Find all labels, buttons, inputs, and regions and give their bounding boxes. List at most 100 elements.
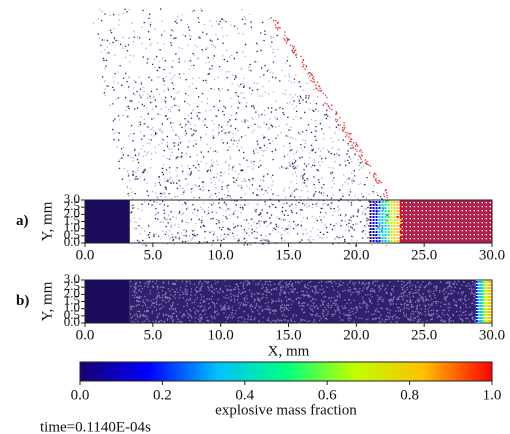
particle: [483, 287, 486, 289]
particle: [393, 210, 396, 212]
particle: [390, 225, 393, 227]
particle: [384, 240, 387, 242]
particle: [369, 240, 372, 242]
particle: [372, 240, 375, 242]
x-tick-label: 10.0: [208, 327, 234, 343]
particle: [375, 234, 378, 236]
particle: [475, 314, 478, 316]
x-tick-label: 15.0: [275, 327, 301, 343]
explosive-block: [85, 280, 130, 323]
particle: [481, 296, 484, 298]
particle: [369, 231, 372, 233]
particle: [378, 231, 381, 233]
particle: [485, 320, 488, 322]
x-tick-label: 10.0: [208, 247, 234, 263]
particle: [477, 287, 480, 289]
particle: [477, 299, 480, 301]
particle: [483, 293, 486, 295]
particle: [369, 228, 372, 230]
particle: [378, 216, 381, 218]
particle: [372, 213, 375, 215]
particle: [489, 314, 492, 316]
particle: [485, 290, 488, 292]
particle: [387, 213, 390, 215]
particle: [387, 216, 390, 218]
panel-label: a): [16, 213, 29, 229]
y-tick-label: 0.0: [64, 234, 80, 249]
particle: [481, 308, 484, 310]
particle: [487, 305, 490, 307]
particle: [372, 231, 375, 233]
particle: [396, 207, 399, 209]
x-tick-label: 5.0: [143, 247, 162, 263]
particle: [378, 213, 381, 215]
particle: [372, 222, 375, 224]
particle: [393, 240, 396, 242]
particle: [485, 281, 488, 283]
particle: [384, 228, 387, 230]
particle: [489, 317, 492, 319]
particle: [396, 231, 399, 233]
particle: [487, 281, 490, 283]
particle: [393, 234, 396, 236]
particle: [369, 201, 372, 203]
particle: [390, 240, 393, 242]
particle: [399, 219, 402, 221]
particle: [479, 305, 482, 307]
particle: [390, 201, 393, 203]
particle: [483, 284, 486, 286]
x-tick-label: 0.0: [76, 247, 95, 263]
particle: [483, 311, 486, 313]
particle: [387, 207, 390, 209]
particle: [485, 317, 488, 319]
particle: [390, 222, 393, 224]
particle: [384, 207, 387, 209]
particle: [477, 284, 480, 286]
particle: [481, 290, 484, 292]
particle: [481, 293, 484, 295]
particle: [375, 240, 378, 242]
particle: [396, 222, 399, 224]
particle: [479, 299, 482, 301]
particle: [92, 8, 389, 247]
particle: [477, 317, 480, 319]
particle: [384, 213, 387, 215]
particle: [396, 219, 399, 221]
particle: [381, 219, 384, 221]
particle: [489, 296, 492, 298]
particle: [375, 213, 378, 215]
particle: [489, 290, 492, 292]
particle: [477, 314, 480, 316]
particle: [378, 201, 381, 203]
particle: [475, 302, 478, 304]
particle: [396, 228, 399, 230]
particle: [387, 201, 390, 203]
particle: [393, 225, 396, 227]
particle: [485, 302, 488, 304]
particle: [479, 314, 482, 316]
particle: [270, 17, 390, 202]
particle: [372, 234, 375, 236]
particle: [369, 207, 372, 209]
particle: [487, 311, 490, 313]
time-label: time=0.1140E-04s: [40, 419, 151, 434]
particle: [479, 302, 482, 304]
particle: [485, 305, 488, 307]
particle: [477, 308, 480, 310]
particle: [475, 308, 478, 310]
particle: [399, 228, 402, 230]
y-tick-label: 1.5: [64, 212, 80, 227]
particle: [378, 204, 381, 206]
particle: [393, 228, 396, 230]
particle: [381, 210, 384, 212]
particle: [479, 317, 482, 319]
x-tick-label: 20.0: [343, 247, 369, 263]
particle: [485, 287, 488, 289]
particle: [384, 222, 387, 224]
particle: [399, 204, 402, 206]
particle: [384, 201, 387, 203]
particle: [384, 234, 387, 236]
particle: [477, 302, 480, 304]
particle: [396, 234, 399, 236]
particle: [375, 219, 378, 221]
